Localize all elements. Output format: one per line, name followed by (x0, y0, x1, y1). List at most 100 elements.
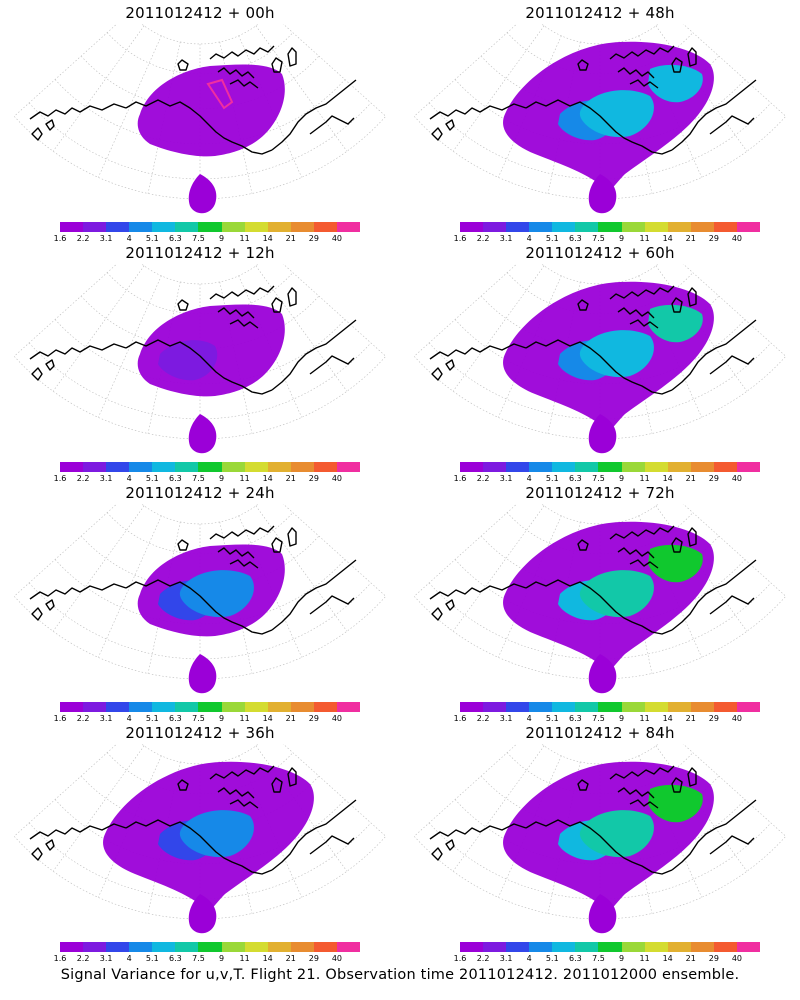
colorbar-swatch (83, 462, 107, 472)
colorbar-swatch (175, 222, 199, 232)
colorbar-swatch (575, 462, 599, 472)
coastline (671, 297, 683, 313)
coastline (31, 607, 43, 621)
longitude-line (255, 505, 348, 632)
colorbar-swatch (552, 222, 576, 232)
coastline (309, 115, 355, 135)
longitude-line (98, 275, 162, 418)
coastline (125, 99, 273, 155)
colorbar-swatch (221, 702, 245, 712)
colorbar-label: 9 (218, 234, 225, 243)
colorbar-swatch (60, 702, 84, 712)
colorbar-label: 21 (685, 474, 696, 483)
variance-shading (188, 654, 217, 694)
variance-shading (179, 810, 254, 858)
colorbar-label: 4 (526, 234, 532, 243)
colorbar-label: 7.5 (192, 954, 205, 963)
flight-track (206, 78, 234, 110)
longitude-line (52, 265, 145, 392)
colorbar-swatch (152, 222, 176, 232)
coastline (671, 537, 683, 553)
coastline (31, 847, 43, 861)
variance-shading (158, 340, 218, 381)
coastline (45, 119, 55, 131)
colorbar-label: 21 (285, 474, 296, 483)
colorbar-label: 5.1 (145, 954, 159, 963)
colorbar-swatch (598, 462, 622, 472)
coastline (209, 45, 275, 60)
colorbar-label: 5.1 (145, 234, 159, 243)
colorbar-swatch (129, 462, 153, 472)
colorbar (460, 942, 761, 952)
colorbar-swatch (460, 462, 484, 472)
colorbar-swatch (506, 222, 530, 232)
polar-map (13, 744, 387, 934)
coastline (609, 765, 675, 780)
longitude-line (452, 745, 545, 872)
colorbar-labels: 1.6 2.2 3.1 4 5.1 6.3 7.5 9 11 14 21 29 40 (454, 474, 760, 484)
coastline (629, 79, 659, 89)
colorbar-label: 9 (218, 714, 225, 723)
coastline (287, 47, 297, 67)
colorbar-swatch (667, 462, 691, 472)
colorbar-label: 29 (708, 234, 719, 243)
colorbar-swatch (60, 462, 84, 472)
colorbar (460, 462, 761, 472)
colorbar-swatch (106, 942, 130, 952)
polar-map (13, 504, 387, 694)
longitude-line (52, 505, 145, 632)
colorbar-label: 6.3 (169, 474, 182, 483)
coastline (431, 367, 443, 381)
colorbar-label: 29 (308, 954, 319, 963)
colorbar-label: 7.5 (192, 714, 205, 723)
coastline (629, 319, 659, 329)
colorbar-swatch (575, 222, 599, 232)
polar-map (413, 264, 787, 454)
colorbar-label: 3.1 (499, 474, 513, 483)
variance-shading (188, 174, 217, 214)
colorbar-swatch (483, 222, 507, 232)
colorbar (460, 702, 761, 712)
variance-shading (579, 810, 654, 858)
coastline (287, 767, 297, 787)
colorbar-swatch (313, 702, 337, 712)
variance-shading (579, 330, 654, 378)
colorbar-swatch (529, 942, 553, 952)
colorbar-swatch (598, 222, 622, 232)
colorbar-label: 1.6 (453, 474, 467, 483)
coastline (609, 45, 675, 60)
coastline (445, 599, 455, 611)
colorbar-labels: 1.6 2.2 3.1 4 5.1 6.3 7.5 9 11 14 21 29 40 (454, 954, 760, 964)
colorbar-swatch (506, 462, 530, 472)
colorbar-label: 9 (618, 474, 625, 483)
colorbar-label: 2.2 (476, 954, 490, 963)
colorbar-label: 21 (285, 714, 296, 723)
coastline (271, 79, 357, 151)
colorbar-label: 6.3 (169, 714, 182, 723)
panel-title: 2011012412 + 84h (525, 724, 675, 742)
colorbar-swatch (175, 942, 199, 952)
coastline (45, 599, 55, 611)
colorbar-label: 3.1 (499, 234, 513, 243)
colorbar-swatch (621, 222, 645, 232)
colorbar-swatch (690, 462, 714, 472)
colorbar-labels: 1.6 2.2 3.1 4 5.1 6.3 7.5 9 11 14 21 29 40 (54, 714, 360, 724)
colorbar-swatch (267, 462, 291, 472)
coastline (671, 57, 683, 73)
colorbar-swatch (175, 702, 199, 712)
colorbar-label: 3.1 (499, 954, 513, 963)
coastline (617, 307, 655, 319)
coastline (429, 823, 527, 840)
coastline (229, 559, 259, 569)
map-panel: 2011012412 + 60h 1.6 2.2 3.1 4 5.1 6.3 7.5 9 11 14… (400, 240, 800, 483)
colorbar-swatch (483, 942, 507, 952)
figure-caption: Signal Variance for u,v,T. Flight 21. Ob… (60, 967, 740, 983)
colorbar-swatch (736, 462, 761, 472)
colorbar-swatch (60, 942, 84, 952)
variance-shading (588, 174, 617, 214)
colorbar-label: 1.6 (53, 714, 67, 723)
coastline (271, 537, 283, 553)
colorbar-swatch (713, 702, 737, 712)
colorbar-swatch (221, 462, 245, 472)
coastline (577, 59, 589, 71)
